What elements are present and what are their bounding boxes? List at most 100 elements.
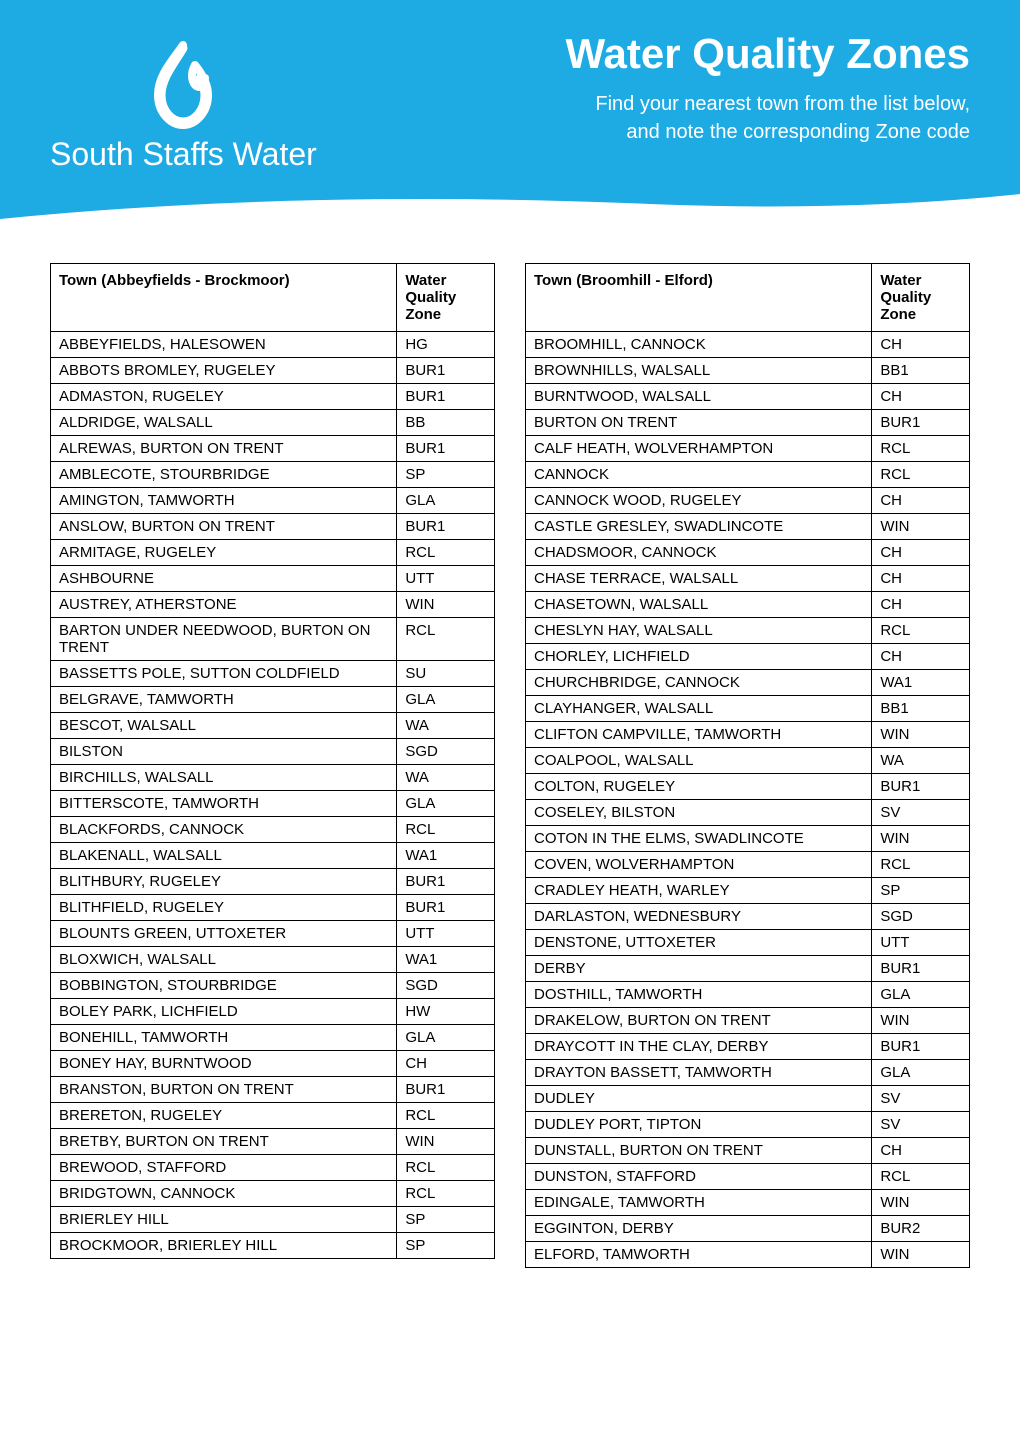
table-row: CANNOCK WOOD, RUGELEYCH [526, 488, 970, 514]
table-row: DRAYTON BASSETT, TAMWORTHGLA [526, 1060, 970, 1086]
town-cell: BLOXWICH, WALSALL [51, 947, 397, 973]
zone-cell: RCL [397, 817, 495, 843]
table-header-row: Town (Abbeyfields - Brockmoor) Water Qua… [51, 264, 495, 332]
town-cell: BLAKENALL, WALSALL [51, 843, 397, 869]
zone-cell: WA1 [397, 843, 495, 869]
zone-cell: BUR1 [397, 895, 495, 921]
table-row: CHADSMOOR, CANNOCKCH [526, 540, 970, 566]
town-cell: CANNOCK [526, 462, 872, 488]
town-cell: ELFORD, TAMWORTH [526, 1242, 872, 1268]
zone-cell: WA1 [872, 670, 970, 696]
header-town: Town (Abbeyfields - Brockmoor) [51, 264, 397, 332]
zone-cell: SP [397, 462, 495, 488]
town-cell: DUDLEY [526, 1086, 872, 1112]
zone-cell: GLA [872, 982, 970, 1008]
zone-cell: WA1 [397, 947, 495, 973]
table-row: ABBEYFIELDS, HALESOWENHG [51, 332, 495, 358]
zone-cell: WA [397, 713, 495, 739]
town-cell: BOBBINGTON, STOURBRIDGE [51, 973, 397, 999]
table-row: CHORLEY, LICHFIELDCH [526, 644, 970, 670]
town-cell: CHASETOWN, WALSALL [526, 592, 872, 618]
table-row: BOLEY PARK, LICHFIELDHW [51, 999, 495, 1025]
zone-cell: RCL [397, 618, 495, 661]
zone-cell: RCL [397, 1155, 495, 1181]
table-row: BLITHFIELD, RUGELEYBUR1 [51, 895, 495, 921]
town-cell: ADMASTON, RUGELEY [51, 384, 397, 410]
zone-cell: CH [872, 332, 970, 358]
table-row: BELGRAVE, TAMWORTHGLA [51, 687, 495, 713]
table-row: CLIFTON CAMPVILLE, TAMWORTHWIN [526, 722, 970, 748]
zone-cell: UTT [397, 566, 495, 592]
town-cell: BLITHBURY, RUGELEY [51, 869, 397, 895]
table-row: DRAKELOW, BURTON ON TRENTWIN [526, 1008, 970, 1034]
table-row: BRIERLEY HILLSP [51, 1207, 495, 1233]
table-row: BESCOT, WALSALLWA [51, 713, 495, 739]
town-cell: EGGINTON, DERBY [526, 1216, 872, 1242]
zone-cell: RCL [872, 462, 970, 488]
table-row: COVEN, WOLVERHAMPTONRCL [526, 852, 970, 878]
town-cell: BROWNHILLS, WALSALL [526, 358, 872, 384]
zone-cell: SV [872, 1086, 970, 1112]
table-row: ELFORD, TAMWORTHWIN [526, 1242, 970, 1268]
zone-cell: BUR1 [397, 1077, 495, 1103]
table-row: BURTON ON TRENTBUR1 [526, 410, 970, 436]
town-cell: BRANSTON, BURTON ON TRENT [51, 1077, 397, 1103]
zone-cell: CH [872, 592, 970, 618]
table-row: AMINGTON, TAMWORTHGLA [51, 488, 495, 514]
zone-cell: RCL [397, 1181, 495, 1207]
town-cell: DUDLEY PORT, TIPTON [526, 1112, 872, 1138]
town-cell: BLACKFORDS, CANNOCK [51, 817, 397, 843]
town-cell: CASTLE GRESLEY, SWADLINCOTE [526, 514, 872, 540]
table-row: BLOXWICH, WALSALLWA1 [51, 947, 495, 973]
zone-cell: CH [872, 1138, 970, 1164]
table-row: BLOUNTS GREEN, UTTOXETERUTT [51, 921, 495, 947]
zone-cell: WIN [872, 1242, 970, 1268]
table-row: BLACKFORDS, CANNOCKRCL [51, 817, 495, 843]
brand-logo-block: South Staffs Water [50, 30, 317, 173]
table-row: BREWOOD, STAFFORDRCL [51, 1155, 495, 1181]
zone-cell: BUR1 [397, 436, 495, 462]
zone-cell: SGD [397, 739, 495, 765]
table-row: CASTLE GRESLEY, SWADLINCOTEWIN [526, 514, 970, 540]
table-row: BROCKMOOR, BRIERLEY HILLSP [51, 1233, 495, 1259]
town-cell: BESCOT, WALSALL [51, 713, 397, 739]
town-cell: DENSTONE, UTTOXETER [526, 930, 872, 956]
table-row: ALREWAS, BURTON ON TRENTBUR1 [51, 436, 495, 462]
zone-cell: BB1 [872, 696, 970, 722]
tables-container: Town (Abbeyfields - Brockmoor) Water Qua… [0, 233, 1020, 1308]
town-cell: CRADLEY HEATH, WARLEY [526, 878, 872, 904]
table-row: CHASE TERRACE, WALSALLCH [526, 566, 970, 592]
zone-cell: RCL [397, 540, 495, 566]
zone-cell: WIN [397, 592, 495, 618]
zone-cell: CH [872, 540, 970, 566]
zone-cell: BUR2 [872, 1216, 970, 1242]
town-cell: CALF HEATH, WOLVERHAMPTON [526, 436, 872, 462]
town-cell: BILSTON [51, 739, 397, 765]
town-cell: DUNSTALL, BURTON ON TRENT [526, 1138, 872, 1164]
town-cell: CHESLYN HAY, WALSALL [526, 618, 872, 644]
table-row: AMBLECOTE, STOURBRIDGESP [51, 462, 495, 488]
table-row: AUSTREY, ATHERSTONEWIN [51, 592, 495, 618]
table-row: BROOMHILL, CANNOCKCH [526, 332, 970, 358]
zone-cell: GLA [397, 687, 495, 713]
town-cell: DARLASTON, WEDNESBURY [526, 904, 872, 930]
town-cell: BRIERLEY HILL [51, 1207, 397, 1233]
town-cell: BREWOOD, STAFFORD [51, 1155, 397, 1181]
header-swoosh [0, 184, 1020, 233]
town-cell: COLTON, RUGELEY [526, 774, 872, 800]
zone-cell: CH [872, 644, 970, 670]
right-column: Town (Broomhill - Elford) Water Quality … [525, 263, 970, 1268]
zone-cell: CH [397, 1051, 495, 1077]
header-zone: Water Quality Zone [397, 264, 495, 332]
table-row: BIRCHILLS, WALSALLWA [51, 765, 495, 791]
zone-cell: BUR1 [872, 1034, 970, 1060]
zone-cell: RCL [872, 618, 970, 644]
subtitle-line-1: Find your nearest town from the list bel… [595, 93, 970, 115]
table-row: CHESLYN HAY, WALSALLRCL [526, 618, 970, 644]
zone-cell: WIN [872, 514, 970, 540]
table-row: COSELEY, BILSTONSV [526, 800, 970, 826]
table-row: DERBYBUR1 [526, 956, 970, 982]
table-row: ALDRIDGE, WALSALLBB [51, 410, 495, 436]
zone-cell: CH [872, 488, 970, 514]
town-cell: ANSLOW, BURTON ON TRENT [51, 514, 397, 540]
